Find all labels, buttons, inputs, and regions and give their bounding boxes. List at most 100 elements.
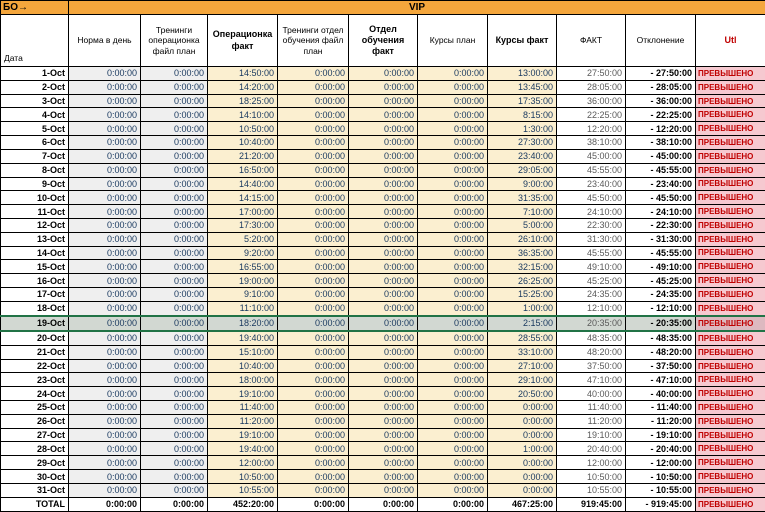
value-cell[interactable]: 0:00:00 (487, 469, 557, 484)
value-cell[interactable]: 11:20:00 (556, 413, 626, 429)
value-cell[interactable]: 0:00:00 (417, 496, 488, 512)
value-cell[interactable]: - 24:10:00 (625, 204, 696, 219)
status-cell[interactable]: ПРЕВЫШЕНО (694, 496, 765, 512)
value-cell[interactable]: 45:50:00 (556, 190, 626, 206)
value-cell[interactable]: 0:00:00 (68, 66, 141, 81)
date-cell[interactable]: TOTAL (0, 496, 69, 512)
column-header-fakt[interactable]: ФАКТ (556, 14, 626, 67)
value-cell[interactable]: 0:00:00 (68, 231, 141, 247)
value-cell[interactable]: 0:00:00 (417, 190, 488, 206)
value-cell[interactable]: 0:00:00 (348, 93, 418, 109)
value-cell[interactable]: 0:00:00 (348, 386, 418, 402)
status-cell[interactable]: ПРЕВЫШЕНО (694, 482, 765, 498)
value-cell[interactable]: 0:00:00 (417, 482, 488, 498)
value-cell[interactable]: 0:00:00 (348, 121, 418, 137)
value-cell[interactable]: 33:10:00 (487, 344, 557, 360)
value-cell[interactable]: 0:00:00 (487, 455, 557, 471)
value-cell[interactable]: 0:00:00 (140, 300, 208, 317)
value-cell[interactable]: 8:15:00 (487, 107, 557, 123)
value-cell[interactable]: 0:00:00 (140, 79, 208, 95)
value-cell[interactable]: 0:00:00 (348, 176, 418, 192)
value-cell[interactable]: 0:00:00 (68, 245, 141, 261)
value-cell[interactable]: - 27:50:00 (625, 66, 696, 81)
status-cell[interactable]: ПРЕВЫШЕНО (694, 231, 765, 247)
value-cell[interactable]: 0:00:00 (348, 441, 418, 457)
value-cell[interactable]: 45:55:00 (556, 245, 626, 261)
value-cell[interactable]: 0:00:00 (277, 427, 349, 443)
value-cell[interactable]: 0:00:00 (417, 469, 488, 484)
value-cell[interactable]: 37:50:00 (556, 358, 626, 374)
date-cell[interactable]: 14-Oct (0, 245, 69, 261)
value-cell[interactable]: 0:00:00 (417, 93, 488, 109)
value-cell[interactable]: 0:00:00 (68, 121, 141, 137)
value-cell[interactable]: 26:10:00 (487, 231, 557, 247)
value-cell[interactable]: 0:00:00 (277, 66, 349, 81)
value-cell[interactable]: 24:35:00 (556, 287, 626, 302)
date-cell[interactable]: 10-Oct (0, 190, 69, 206)
value-cell[interactable]: 0:00:00 (277, 372, 349, 388)
value-cell[interactable]: 0:00:00 (277, 330, 349, 346)
date-cell[interactable]: 9-Oct (0, 176, 69, 192)
value-cell[interactable]: 14:40:00 (207, 176, 278, 192)
status-cell[interactable]: ПРЕВЫШЕНО (694, 259, 765, 275)
value-cell[interactable]: 19:00:00 (207, 273, 278, 288)
value-cell[interactable]: 0:00:00 (140, 372, 208, 388)
date-cell[interactable]: 5-Oct (0, 121, 69, 137)
value-cell[interactable]: 0:00:00 (348, 496, 418, 512)
value-cell[interactable]: 0:00:00 (277, 176, 349, 192)
value-cell[interactable]: 29:05:00 (487, 162, 557, 178)
value-cell[interactable]: 0:00:00 (417, 314, 488, 332)
date-cell[interactable]: 16-Oct (0, 273, 69, 288)
value-cell[interactable]: 0:00:00 (417, 427, 488, 443)
date-cell[interactable]: 21-Oct (0, 344, 69, 360)
value-cell[interactable]: 24:10:00 (556, 204, 626, 219)
value-cell[interactable]: 0:00:00 (348, 135, 418, 150)
value-cell[interactable]: 0:00:00 (68, 386, 141, 402)
value-cell[interactable]: 0:00:00 (417, 148, 488, 164)
value-cell[interactable]: 17:00:00 (207, 204, 278, 219)
value-cell[interactable]: 0:00:00 (68, 455, 141, 471)
status-cell[interactable]: ПРЕВЫШЕНО (694, 314, 765, 332)
date-cell[interactable]: 30-Oct (0, 469, 69, 484)
value-cell[interactable]: 16:55:00 (207, 259, 278, 275)
value-cell[interactable]: 10:40:00 (207, 135, 278, 150)
value-cell[interactable]: - 38:10:00 (625, 135, 696, 150)
value-cell[interactable]: - 47:10:00 (625, 372, 696, 388)
value-cell[interactable]: 0:00:00 (140, 413, 208, 429)
value-cell[interactable]: - 11:40:00 (625, 400, 696, 415)
value-cell[interactable]: 0:00:00 (417, 107, 488, 123)
value-cell[interactable]: 0:00:00 (348, 231, 418, 247)
value-cell[interactable]: 0:00:00 (68, 358, 141, 374)
status-cell[interactable]: ПРЕВЫШЕНО (694, 413, 765, 429)
value-cell[interactable]: 0:00:00 (277, 107, 349, 123)
value-cell[interactable]: 0:00:00 (277, 496, 349, 512)
date-cell[interactable]: 15-Oct (0, 259, 69, 275)
value-cell[interactable]: 0:00:00 (140, 482, 208, 498)
value-cell[interactable]: - 45:55:00 (625, 245, 696, 261)
value-cell[interactable]: 0:00:00 (140, 273, 208, 288)
value-cell[interactable]: 0:00:00 (140, 314, 208, 332)
value-cell[interactable]: 0:00:00 (277, 148, 349, 164)
status-cell[interactable]: ПРЕВЫШЕНО (694, 190, 765, 206)
value-cell[interactable]: 0:00:00 (277, 482, 349, 498)
value-cell[interactable]: 20:35:00 (556, 314, 626, 332)
value-cell[interactable]: 0:00:00 (277, 358, 349, 374)
date-cell[interactable]: 6-Oct (0, 135, 69, 150)
value-cell[interactable]: 16:50:00 (207, 162, 278, 178)
value-cell[interactable]: 0:00:00 (487, 413, 557, 429)
value-cell[interactable]: 17:35:00 (487, 93, 557, 109)
value-cell[interactable]: 0:00:00 (140, 400, 208, 415)
value-cell[interactable]: 22:30:00 (556, 217, 626, 233)
value-cell[interactable]: 0:00:00 (348, 314, 418, 332)
value-cell[interactable]: 10:40:00 (207, 358, 278, 374)
value-cell[interactable]: 0:00:00 (417, 344, 488, 360)
value-cell[interactable]: 0:00:00 (417, 455, 488, 471)
value-cell[interactable]: 0:00:00 (417, 162, 488, 178)
value-cell[interactable]: 0:00:00 (140, 386, 208, 402)
value-cell[interactable]: 0:00:00 (487, 482, 557, 498)
column-header-oper-fakt[interactable]: Операционка факт (207, 14, 278, 67)
date-cell[interactable]: 17-Oct (0, 287, 69, 302)
date-cell[interactable]: 23-Oct (0, 372, 69, 388)
value-cell[interactable]: 45:00:00 (556, 148, 626, 164)
date-cell[interactable]: 31-Oct (0, 482, 69, 498)
